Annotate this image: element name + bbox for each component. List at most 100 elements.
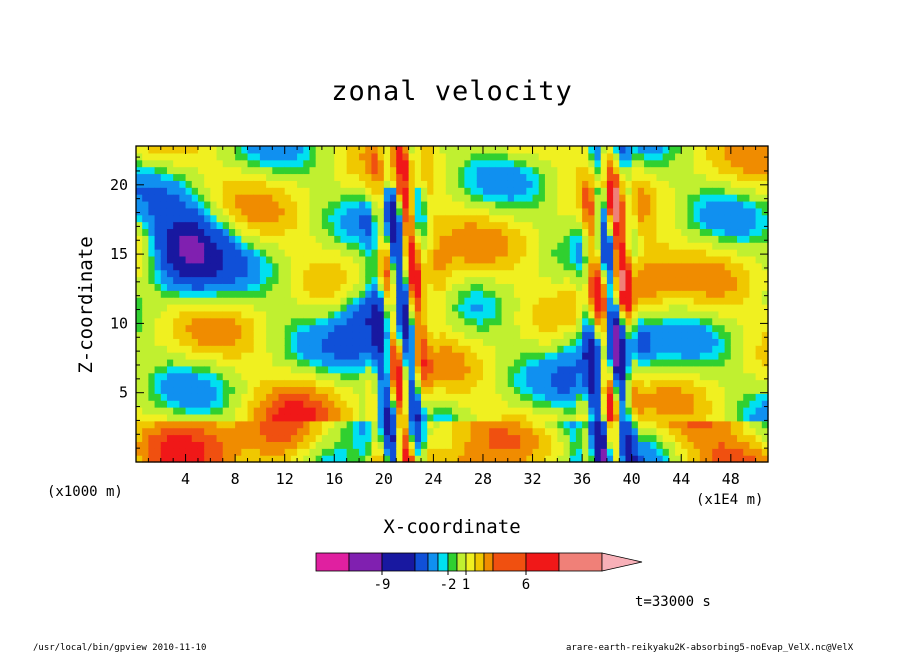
heatmap-cell	[724, 194, 732, 202]
heatmap-cell	[489, 194, 496, 202]
heatmap-cell	[755, 228, 763, 236]
heatmap-cell	[222, 338, 230, 346]
heatmap-cell	[675, 173, 682, 181]
heatmap-cell	[619, 194, 627, 202]
heatmap-cell	[321, 187, 329, 195]
heatmap-cell	[340, 187, 348, 195]
heatmap-cell	[321, 159, 329, 168]
heatmap-cell	[204, 194, 211, 202]
heatmap-cell	[136, 242, 143, 250]
heatmap-cell	[458, 207, 465, 216]
heatmap-cell	[606, 269, 614, 278]
heatmap-cell	[439, 407, 447, 415]
heatmap-cell	[216, 379, 224, 388]
heatmap-cell	[210, 207, 218, 216]
heatmap-cell	[352, 400, 360, 408]
heatmap-cell	[427, 269, 435, 278]
heatmap-cell	[160, 352, 168, 360]
heatmap-cell	[315, 200, 323, 209]
heatmap-cell	[253, 379, 261, 388]
heatmap-cell	[743, 310, 751, 319]
heatmap-cell	[371, 242, 379, 250]
heatmap-cell	[625, 249, 633, 257]
heatmap-cell	[210, 262, 218, 271]
heatmap-cell	[278, 338, 286, 346]
heatmap-cell	[421, 413, 428, 422]
heatmap-cell	[377, 159, 385, 168]
heatmap-cell	[346, 290, 354, 298]
heatmap-cell	[532, 448, 540, 456]
heatmap-cell	[266, 290, 273, 298]
heatmap-cell	[582, 194, 589, 202]
heatmap-cell	[259, 200, 267, 209]
heatmap-cell	[749, 345, 757, 353]
heatmap-cell	[210, 310, 218, 319]
heatmap-cell	[241, 345, 249, 353]
heatmap-cell	[439, 166, 447, 175]
heatmap-cell	[737, 290, 744, 298]
heatmap-cell	[637, 324, 645, 333]
heatmap-cell	[228, 304, 236, 312]
heatmap-cell	[309, 262, 317, 271]
heatmap-cell	[352, 262, 360, 271]
heatmap-cell	[383, 290, 391, 298]
heatmap-cell	[532, 345, 540, 353]
heatmap-cell	[520, 434, 527, 442]
heatmap-cell	[557, 283, 565, 291]
heatmap-cell	[266, 242, 273, 250]
heatmap-cell	[365, 455, 373, 463]
heatmap-cell	[687, 187, 695, 195]
heatmap-cell	[166, 228, 174, 236]
heatmap-cell	[650, 386, 658, 394]
heatmap-cell	[414, 146, 422, 154]
heatmap-cell	[365, 173, 373, 181]
heatmap-cell	[582, 249, 589, 257]
heatmap-cell	[414, 228, 422, 236]
heatmap-cell	[470, 358, 478, 367]
heatmap-cell	[594, 228, 602, 236]
heatmap-cell	[259, 194, 267, 202]
heatmap-cell	[414, 187, 422, 195]
heatmap-cell	[588, 255, 596, 264]
heatmap-cell	[513, 166, 521, 175]
heatmap-cell	[414, 358, 422, 367]
heatmap-cell	[644, 297, 651, 305]
heatmap-cell	[340, 324, 348, 333]
heatmap-cell	[408, 400, 416, 408]
heatmap-cell	[433, 283, 441, 291]
heatmap-cell	[737, 372, 744, 381]
heatmap-cell	[606, 407, 614, 415]
heatmap-cell	[569, 194, 577, 202]
heatmap-cell	[278, 297, 286, 305]
heatmap-cell	[575, 352, 583, 360]
heatmap-cell	[681, 290, 689, 298]
heatmap-cell	[142, 187, 149, 195]
heatmap-cell	[482, 235, 490, 243]
heatmap-cell	[427, 441, 435, 449]
heatmap-cell	[737, 276, 744, 284]
heatmap-cell	[216, 358, 224, 367]
heatmap-cell	[377, 304, 385, 312]
heatmap-cell	[489, 304, 496, 312]
heatmap-cell	[352, 407, 360, 415]
heatmap-cell	[334, 386, 342, 394]
heatmap-cell	[687, 372, 695, 381]
heatmap-cell	[513, 249, 521, 257]
x-tick-label: 16	[325, 470, 343, 488]
heatmap-cell	[501, 187, 509, 195]
heatmap-cell	[662, 146, 670, 154]
heatmap-cell	[520, 297, 527, 305]
heatmap-cell	[737, 228, 744, 236]
heatmap-cell	[346, 166, 354, 175]
heatmap-cell	[433, 400, 441, 408]
heatmap-cell	[501, 255, 509, 264]
heatmap-cell	[290, 338, 298, 346]
heatmap-cell	[439, 235, 447, 243]
heatmap-cell	[569, 283, 577, 291]
heatmap-cell	[210, 324, 218, 333]
heatmap-cell	[588, 146, 596, 154]
heatmap-cell	[266, 317, 273, 326]
x-tick-label: 28	[474, 470, 492, 488]
heatmap-cell	[222, 283, 230, 291]
heatmap-cell	[687, 249, 695, 257]
